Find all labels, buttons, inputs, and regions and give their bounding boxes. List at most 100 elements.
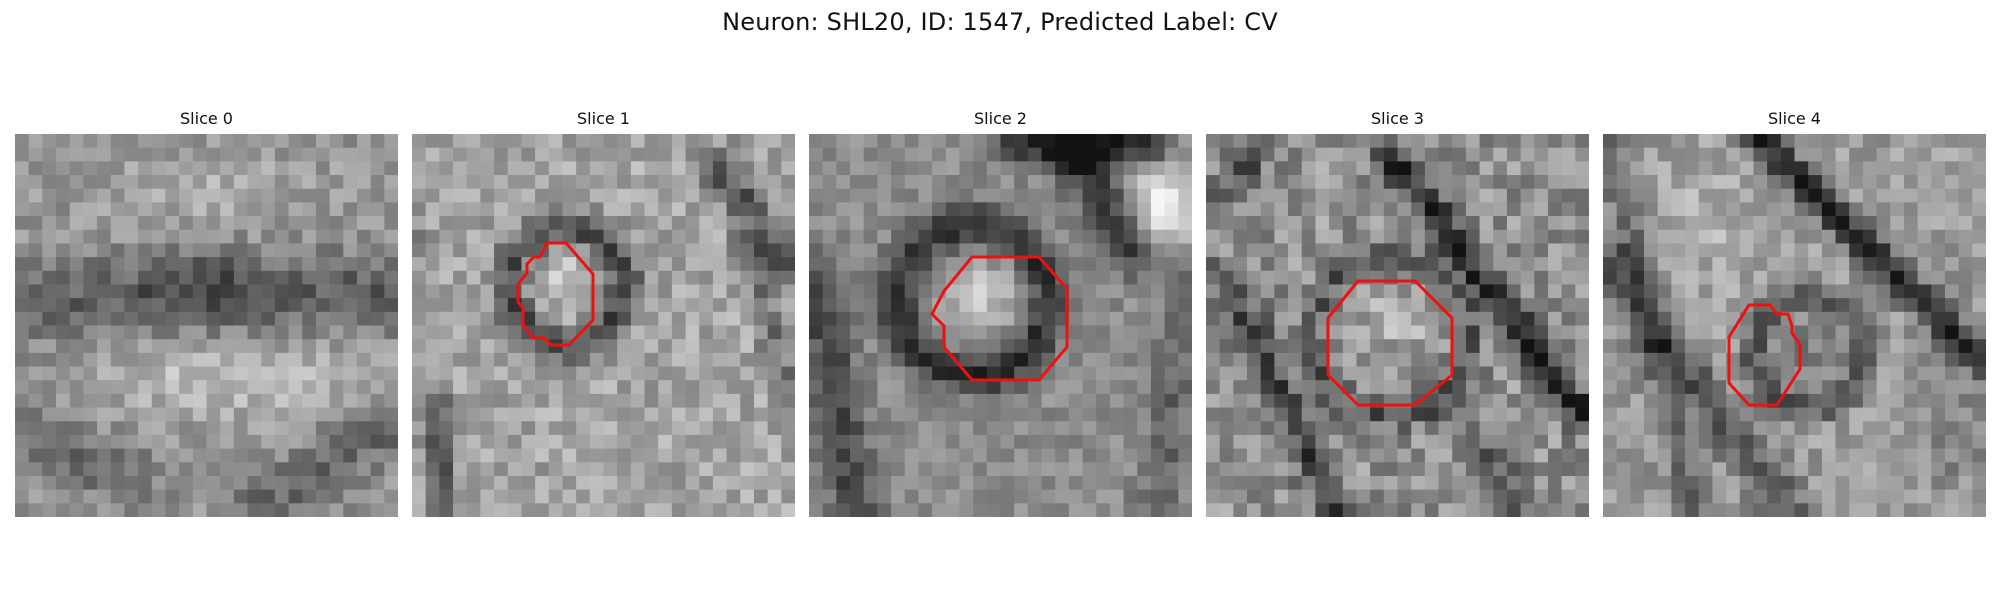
image-pixel: [1110, 353, 1124, 367]
image-pixel: [768, 421, 782, 435]
image-pixel: [535, 161, 549, 175]
image-pixel: [1014, 435, 1028, 449]
image-pixel: [1124, 161, 1138, 175]
image-pixel: [248, 216, 262, 230]
image-pixel: [1055, 161, 1069, 175]
image-pixel: [220, 298, 234, 312]
image-pixel: [1178, 394, 1192, 408]
image-pixel: [152, 175, 166, 189]
image-pixel: [864, 408, 878, 422]
image-pixel: [1671, 326, 1685, 340]
image-pixel: [207, 161, 221, 175]
image-pixel: [1918, 476, 1932, 490]
image-pixel: [316, 326, 330, 340]
image-pixel: [83, 394, 97, 408]
image-pixel: [330, 339, 344, 353]
image-pixel: [1877, 189, 1891, 203]
image-pixel: [658, 367, 672, 381]
image-pixel: [1055, 216, 1069, 230]
image-pixel: [1384, 284, 1398, 298]
image-pixel: [467, 326, 481, 340]
image-pixel: [535, 367, 549, 381]
image-pixel: [549, 284, 563, 298]
image-pixel: [1137, 476, 1151, 490]
image-pixel: [138, 243, 152, 257]
image-pixel: [1822, 257, 1836, 271]
image-pixel: [248, 503, 262, 517]
image-pixel: [864, 421, 878, 435]
image-pixel: [234, 271, 248, 285]
image-pixel: [97, 175, 111, 189]
image-pixel: [1726, 216, 1740, 230]
image-pixel: [1918, 189, 1932, 203]
image-pixel: [1110, 230, 1124, 244]
image-pixel: [1562, 490, 1576, 504]
image-pixel: [1918, 326, 1932, 340]
image-pixel: [508, 394, 522, 408]
image-pixel: [823, 408, 837, 422]
image-pixel: [1466, 148, 1480, 162]
image-pixel: [1767, 216, 1781, 230]
image-pixel: [1781, 462, 1795, 476]
image-pixel: [1534, 298, 1548, 312]
image-pixel: [1753, 271, 1767, 285]
image-pixel: [754, 490, 768, 504]
image-pixel: [1904, 394, 1918, 408]
image-pixel: [686, 230, 700, 244]
image-pixel: [1644, 202, 1658, 216]
image-pixel: [1712, 134, 1726, 148]
image-pixel: [357, 202, 371, 216]
image-pixel: [138, 134, 152, 148]
image-pixel: [1658, 503, 1672, 517]
image-pixel: [1370, 380, 1384, 394]
image-pixel: [809, 490, 823, 504]
image-pixel: [1042, 148, 1056, 162]
image-pixel: [1083, 421, 1097, 435]
image-pixel: [617, 284, 631, 298]
image-pixel: [1767, 449, 1781, 463]
image-pixel: [1124, 326, 1138, 340]
image-pixel: [426, 367, 440, 381]
image-pixel: [371, 271, 385, 285]
image-pixel: [83, 503, 97, 517]
image-pixel: [1439, 148, 1453, 162]
image-pixel: [1466, 367, 1480, 381]
image-pixel: [781, 284, 795, 298]
image-pixel: [1712, 421, 1726, 435]
image-pixel: [1042, 462, 1056, 476]
image-pixel: [932, 202, 946, 216]
image-pixel: [1329, 230, 1343, 244]
image-pixel: [1507, 367, 1521, 381]
image-pixel: [713, 271, 727, 285]
image-pixel: [261, 161, 275, 175]
image-pixel: [1137, 189, 1151, 203]
image-pixel: [1767, 148, 1781, 162]
image-pixel: [1356, 339, 1370, 353]
image-pixel: [1493, 503, 1507, 517]
image-pixel: [1042, 175, 1056, 189]
image-pixel: [1548, 380, 1562, 394]
image-pixel: [275, 408, 289, 422]
image-pixel: [1630, 367, 1644, 381]
image-pixel: [1001, 230, 1015, 244]
slice-title-2: Slice 2: [809, 108, 1192, 130]
image-pixel: [686, 134, 700, 148]
image-pixel: [494, 298, 508, 312]
image-pixel: [467, 271, 481, 285]
image-pixel: [1151, 175, 1165, 189]
image-pixel: [754, 175, 768, 189]
image-pixel: [1233, 462, 1247, 476]
image-pixel: [1315, 257, 1329, 271]
image-pixel: [384, 216, 398, 230]
image-pixel: [248, 202, 262, 216]
image-pixel: [343, 367, 357, 381]
image-pixel: [124, 421, 138, 435]
image-pixel: [1001, 408, 1015, 422]
image-pixel: [521, 503, 535, 517]
image-pixel: [426, 462, 440, 476]
image-pixel: [604, 380, 618, 394]
image-pixel: [1439, 503, 1453, 517]
image-pixel: [453, 271, 467, 285]
image-pixel: [357, 216, 371, 230]
image-pixel: [590, 339, 604, 353]
